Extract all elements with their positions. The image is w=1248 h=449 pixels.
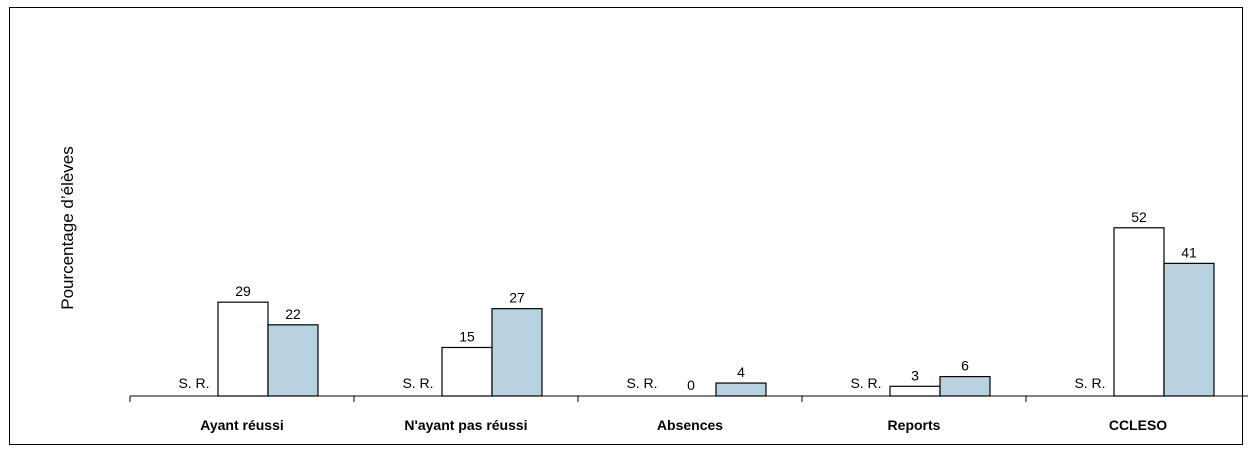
category-label: CCLESO: [1109, 417, 1167, 433]
category-label: Reports: [888, 417, 941, 433]
bars-layer: [217, 227, 1215, 397]
category-labels-layer: Ayant réussi N'ayant pas réussi Absences Re…: [200, 417, 1167, 433]
category-label: Ayant réussi: [200, 417, 284, 433]
bar: [715, 382, 767, 397]
data-label: 27: [509, 290, 525, 306]
bar: [267, 324, 319, 397]
data-label: 22: [285, 306, 301, 322]
not-available-label: S. R.: [178, 375, 209, 391]
value-labels-layer: S. R. 29 22 S. R. 15 27 S. R. 0 4 S. R. 3 6 S. R. 52 4…: [178, 209, 1197, 393]
data-label: 6: [961, 358, 969, 374]
chart-frame: [9, 7, 1243, 445]
bar: [441, 346, 493, 397]
data-label: 0: [687, 377, 695, 393]
not-available-label: S. R.: [850, 375, 881, 391]
not-available-label: S. R.: [402, 375, 433, 391]
bar: [217, 301, 269, 397]
data-label: 52: [1131, 209, 1147, 225]
bar: [491, 308, 543, 397]
category-label: Absences: [657, 417, 723, 433]
x-axis-ticks: [129, 396, 1027, 402]
y-axis-label: Pourcentage d’élèves: [58, 146, 77, 310]
bar: [1113, 227, 1165, 397]
not-available-label: S. R.: [626, 375, 657, 391]
not-available-label: S. R.: [1074, 375, 1105, 391]
data-label: 4: [737, 364, 745, 380]
data-label: 29: [235, 283, 251, 299]
data-label: 15: [459, 328, 475, 344]
bar: [939, 375, 991, 397]
category-label: N'ayant pas réussi: [404, 417, 527, 433]
bar: [889, 385, 941, 397]
data-label: 41: [1181, 244, 1197, 260]
data-label: 3: [911, 367, 919, 383]
bar: [1163, 262, 1215, 397]
